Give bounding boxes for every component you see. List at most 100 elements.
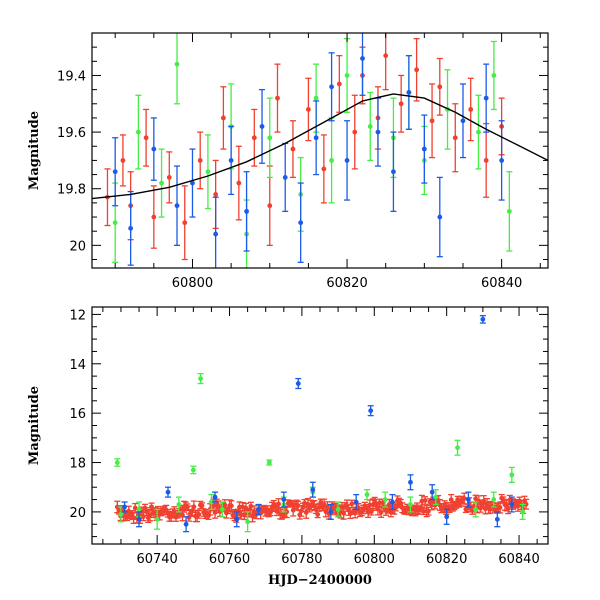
plot-area [92, 33, 548, 268]
data-point [158, 148, 165, 218]
data-marker [437, 214, 443, 220]
x-tick-label: 60840 [498, 552, 539, 567]
data-point [367, 91, 374, 162]
data-marker [367, 124, 373, 129]
data-marker [295, 381, 301, 386]
data-marker [382, 497, 388, 502]
data-point [114, 458, 121, 467]
data-marker [166, 174, 172, 180]
data-marker [212, 494, 218, 500]
data-marker [341, 510, 347, 516]
data-point [266, 165, 273, 246]
data-marker [154, 516, 160, 522]
data-point [150, 117, 157, 181]
data-marker [259, 124, 265, 129]
data-marker [398, 101, 404, 107]
data-point [136, 511, 143, 528]
data-marker [452, 135, 458, 141]
y-tick-label: 18 [69, 457, 86, 472]
data-marker [212, 510, 218, 515]
data-marker [213, 191, 219, 197]
data-marker [520, 509, 526, 515]
data-point [255, 503, 262, 516]
x-tick-label: 60800 [172, 276, 213, 291]
data-marker [136, 516, 142, 522]
data-point [336, 55, 343, 113]
data-point [494, 511, 501, 528]
data-marker [176, 502, 182, 507]
data-point [483, 122, 490, 198]
data-point [443, 508, 450, 525]
data-point [479, 314, 486, 324]
data-marker [159, 180, 164, 186]
data-point [197, 373, 204, 385]
data-point [465, 491, 472, 508]
data-marker [509, 502, 515, 507]
data-point [422, 496, 429, 505]
data-marker [465, 497, 471, 502]
data-point [112, 137, 119, 207]
data-point [335, 501, 342, 518]
bottom-panel: 60740 60760 60780 60800 60820 60840 12 14 16 18 20… [27, 306, 549, 588]
data-marker [184, 504, 190, 510]
data-marker [461, 496, 467, 502]
data-point [374, 97, 381, 167]
data-point [189, 148, 196, 218]
data-marker [220, 115, 226, 121]
data-marker [368, 408, 374, 414]
data-marker [191, 504, 197, 510]
data-point [208, 493, 215, 511]
data-marker [414, 67, 420, 73]
data-point [351, 94, 358, 170]
data-point [508, 496, 515, 513]
data-marker [281, 497, 287, 502]
data-marker [364, 492, 370, 498]
data-marker [499, 158, 505, 163]
data-point [121, 501, 128, 513]
data-point [289, 120, 296, 179]
data-marker [298, 220, 304, 226]
data-point [407, 496, 414, 513]
data-marker [143, 135, 149, 141]
data-marker [199, 503, 205, 509]
data-point [390, 131, 397, 213]
data-marker [468, 107, 474, 112]
data-point [523, 498, 530, 510]
data-marker [114, 460, 120, 465]
data-point [459, 83, 466, 159]
data-point [184, 503, 191, 512]
data-marker [329, 84, 334, 90]
data-point [483, 63, 490, 133]
data-marker [375, 129, 381, 135]
data-point [472, 501, 479, 518]
data-marker [118, 511, 124, 517]
data-point [364, 489, 371, 501]
y-tick-label: 16 [69, 407, 86, 422]
data-point [407, 474, 414, 491]
data-marker [494, 516, 500, 522]
top-panel: 60800 60820 60840 19.4 19.6 19.8 20 Magnitude [27, 32, 549, 291]
data-point [297, 182, 304, 263]
data-point [429, 83, 436, 159]
data-marker [190, 180, 195, 186]
data-marker [174, 203, 180, 209]
data-marker [251, 135, 257, 141]
data-point [183, 516, 190, 533]
data-marker [422, 498, 428, 503]
data-marker [491, 497, 497, 502]
x-tick-label: 60740 [136, 552, 177, 567]
data-marker [213, 231, 219, 237]
data-marker [406, 90, 412, 95]
plot-frame [91, 32, 549, 269]
data-marker [236, 180, 242, 186]
y-tick-label: 19.8 [57, 183, 86, 198]
data-marker [266, 460, 272, 465]
data-point [490, 40, 497, 111]
data-point [220, 86, 227, 150]
data-marker [408, 479, 413, 485]
data-marker [267, 135, 273, 141]
data-point [233, 511, 240, 528]
data-marker [344, 158, 350, 163]
data-point [197, 131, 204, 190]
data-marker [429, 118, 435, 124]
